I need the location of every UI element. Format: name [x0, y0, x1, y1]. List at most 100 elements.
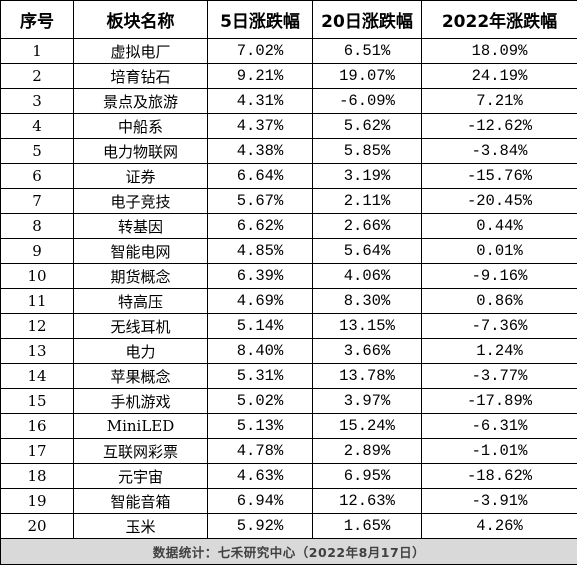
- table-header: 序号 板块名称 5日涨跌幅 20日涨跌幅 2022年涨跌幅: [1, 1, 577, 39]
- cell-2022-change: 0.01%: [422, 239, 577, 264]
- cell-index: 18: [1, 464, 74, 489]
- cell-5day-change: 4.31%: [208, 89, 313, 114]
- cell-20day-change: 13.78%: [313, 364, 422, 389]
- cell-20day-change: 5.64%: [313, 239, 422, 264]
- cell-sector-name: 电力: [74, 339, 208, 364]
- cell-20day-change: 2.89%: [313, 439, 422, 464]
- cell-2022-change: -7.36%: [422, 314, 577, 339]
- cell-2022-change: 0.44%: [422, 214, 577, 239]
- cell-5day-change: 4.69%: [208, 289, 313, 314]
- cell-5day-change: 4.63%: [208, 464, 313, 489]
- cell-index: 1: [1, 39, 74, 64]
- cell-2022-change: -3.84%: [422, 139, 577, 164]
- cell-5day-change: 5.02%: [208, 389, 313, 414]
- cell-index: 13: [1, 339, 74, 364]
- cell-5day-change: 5.67%: [208, 189, 313, 214]
- cell-index: 10: [1, 264, 74, 289]
- cell-20day-change: 3.66%: [313, 339, 422, 364]
- cell-2022-change: -18.62%: [422, 464, 577, 489]
- cell-2022-change: -12.62%: [422, 114, 577, 139]
- cell-20day-change: 6.51%: [313, 39, 422, 64]
- header-sector-name: 板块名称: [74, 1, 208, 39]
- cell-5day-change: 9.21%: [208, 64, 313, 89]
- cell-sector-name: 景点及旅游: [74, 89, 208, 114]
- cell-5day-change: 4.85%: [208, 239, 313, 264]
- cell-20day-change: 8.30%: [313, 289, 422, 314]
- cell-2022-change: -15.76%: [422, 164, 577, 189]
- cell-5day-change: 5.14%: [208, 314, 313, 339]
- cell-20day-change: 2.11%: [313, 189, 422, 214]
- cell-5day-change: 7.02%: [208, 39, 313, 64]
- cell-index: 19: [1, 489, 74, 514]
- cell-20day-change: 12.63%: [313, 489, 422, 514]
- cell-20day-change: 15.24%: [313, 414, 422, 439]
- cell-5day-change: 8.40%: [208, 339, 313, 364]
- cell-20day-change: 2.66%: [313, 214, 422, 239]
- cell-20day-change: 5.85%: [313, 139, 422, 164]
- cell-2022-change: 1.24%: [422, 339, 577, 364]
- cell-2022-change: -1.01%: [422, 439, 577, 464]
- cell-index: 2: [1, 64, 74, 89]
- cell-sector-name: 转基因: [74, 214, 208, 239]
- cell-5day-change: 6.39%: [208, 264, 313, 289]
- cell-5day-change: 5.31%: [208, 364, 313, 389]
- cell-index: 15: [1, 389, 74, 414]
- cell-index: 20: [1, 514, 74, 539]
- cell-sector-name: 电力物联网: [74, 139, 208, 164]
- cell-2022-change: -17.89%: [422, 389, 577, 414]
- cell-sector-name: 互联网彩票: [74, 439, 208, 464]
- cell-20day-change: -6.09%: [313, 89, 422, 114]
- cell-sector-name: 智能音箱: [74, 489, 208, 514]
- cell-index: 17: [1, 439, 74, 464]
- cell-5day-change: 5.92%: [208, 514, 313, 539]
- footer-row: 数据统计：七禾研究中心（2022年8月17日）: [1, 539, 577, 565]
- cell-5day-change: 4.78%: [208, 439, 313, 464]
- header-index: 序号: [1, 1, 74, 39]
- cell-index: 14: [1, 364, 74, 389]
- table-footer: 数据统计：七禾研究中心（2022年8月17日）: [1, 539, 577, 565]
- header-row: 序号 板块名称 5日涨跌幅 20日涨跌幅 2022年涨跌幅: [1, 1, 577, 39]
- cell-sector-name: 玉米: [74, 514, 208, 539]
- cell-sector-name: 特高压: [74, 289, 208, 314]
- cell-index: 11: [1, 289, 74, 314]
- cell-5day-change: 4.38%: [208, 139, 313, 164]
- cell-2022-change: -20.45%: [422, 189, 577, 214]
- header-2022-change: 2022年涨跌幅: [422, 1, 577, 39]
- cell-2022-change: 7.21%: [422, 89, 577, 114]
- cell-sector-name: 无线耳机: [74, 314, 208, 339]
- cell-index: 9: [1, 239, 74, 264]
- cell-sector-name: 苹果概念: [74, 364, 208, 389]
- cell-sector-name: 虚拟电厂: [74, 39, 208, 64]
- cell-sector-name: 证券: [74, 164, 208, 189]
- cell-index: 16: [1, 414, 74, 439]
- cell-20day-change: 6.95%: [313, 464, 422, 489]
- cell-2022-change: -3.77%: [422, 364, 577, 389]
- cell-2022-change: 4.26%: [422, 514, 577, 539]
- cell-sector-name: MiniLED: [74, 414, 208, 439]
- header-5day-change: 5日涨跌幅: [208, 1, 313, 39]
- cell-2022-change: -3.91%: [422, 489, 577, 514]
- cell-20day-change: 19.07%: [313, 64, 422, 89]
- cell-sector-name: 手机游戏: [74, 389, 208, 414]
